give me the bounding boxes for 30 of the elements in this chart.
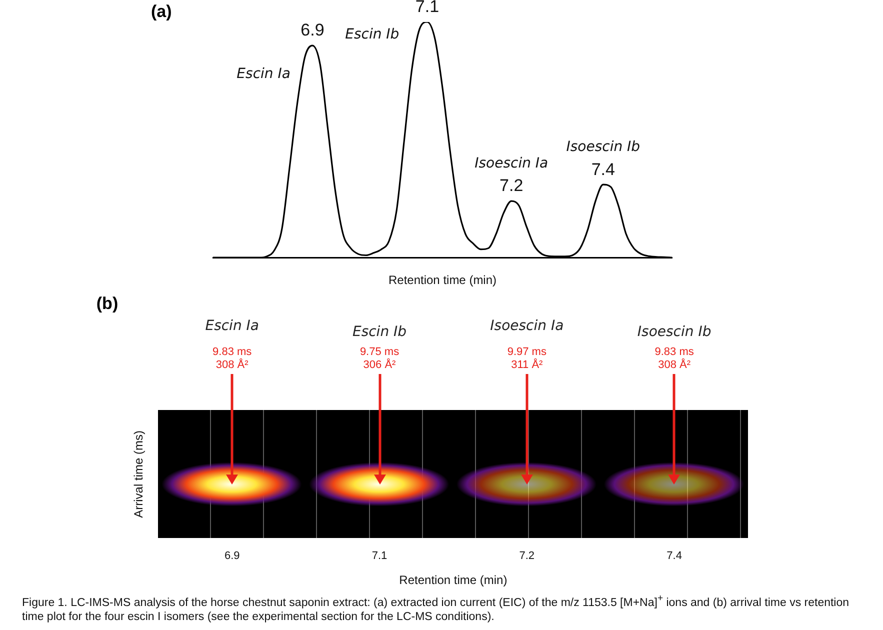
text: 9.83 ms [654, 346, 694, 358]
annotation: 6.9 [300, 20, 324, 40]
text: Arrival time (ms) [132, 430, 146, 518]
text: Isoescin Ia [490, 318, 564, 334]
text: Isoescin Ib [637, 324, 712, 340]
text: 9.97 ms [507, 346, 547, 358]
text: 7.1 [415, 0, 440, 16]
text: 311 Å² [511, 358, 544, 371]
text: Escin Ib [352, 324, 407, 340]
annotation: 7.4 [591, 160, 615, 179]
annotation: Isoescin Ib [566, 139, 640, 156]
annotation: Escin Ib [345, 26, 400, 43]
text: Figure 1. LC-IMS-MS analysis of the horse chestnut saponin extract: (a) extracted ion current (EIC) of the m/z 1153.5 [M+Na]$^{+}$ ions and (b) arrival time vs retention time plot for the four escin I isomers (see the experimental section for the LC-MS conditions). [22, 593, 850, 623]
text: 308 Å² [658, 358, 691, 371]
annotation: Isoescin Ia [474, 156, 548, 172]
text: 9.83 ms [212, 346, 252, 358]
annotation: 7.2 [500, 176, 524, 196]
text: Retention time (min) [399, 573, 508, 588]
text: Escin Ia [205, 318, 259, 334]
annotation: Escin Ia [236, 66, 290, 82]
text: 9.75 ms [360, 346, 400, 358]
category-label: 6.9 [224, 550, 240, 562]
category-label: 7.2 [519, 550, 535, 562]
text: 308 Å² [216, 358, 249, 371]
text: 306 Å² [363, 358, 396, 371]
category-label: 7.4 [666, 550, 682, 562]
chart-title: (a) [151, 2, 172, 22]
category-label: 7.1 [372, 550, 388, 562]
x-axis-title: Retention time (min) [388, 273, 497, 288]
text: (b) [96, 294, 118, 314]
